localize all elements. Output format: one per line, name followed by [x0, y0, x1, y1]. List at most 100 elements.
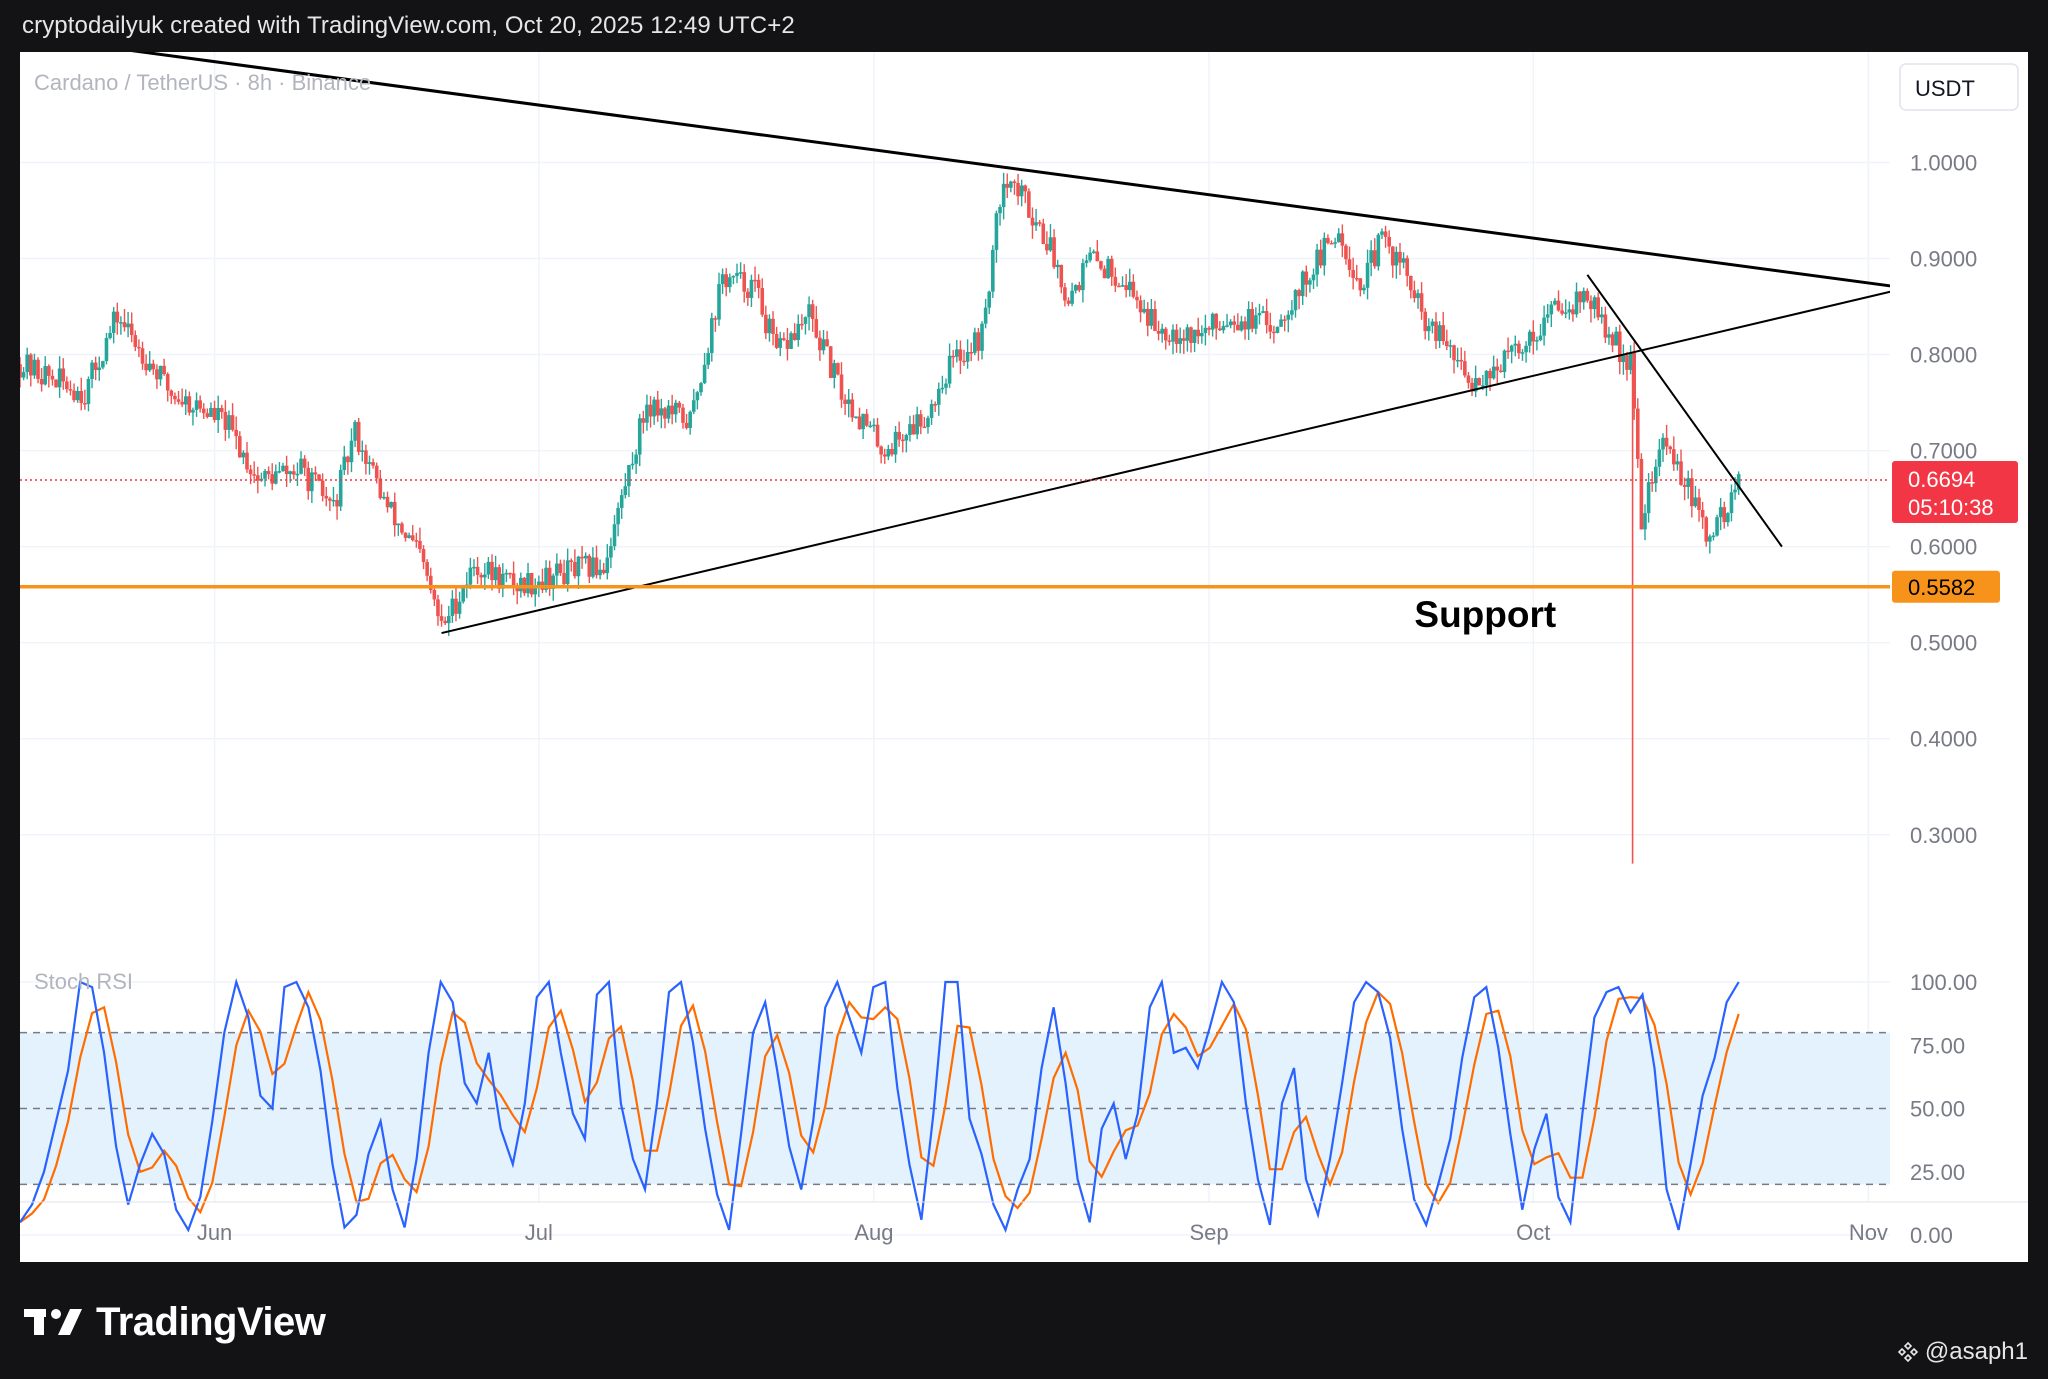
candle-body: [1736, 474, 1741, 490]
support-annotation: Support: [1414, 594, 1556, 635]
candle-body: [1466, 375, 1471, 383]
binance-icon: [1897, 1341, 1919, 1363]
candle-body: [933, 404, 937, 406]
trendline-upper: [106, 45, 1902, 289]
candle-body: [68, 389, 73, 391]
candle-body: [1365, 262, 1370, 288]
candle-body: [284, 465, 289, 475]
candle-body: [209, 407, 213, 417]
candle-body: [1700, 509, 1705, 518]
candle-body: [295, 473, 300, 476]
candle-body: [1502, 350, 1507, 372]
candle-body: [126, 323, 130, 328]
candle-body: [601, 569, 606, 574]
candle-body: [1380, 231, 1384, 235]
candle-body: [1290, 310, 1294, 315]
candle-body: [720, 274, 725, 285]
last-price-countdown: 05:10:38: [1908, 495, 1994, 520]
candle-body: [767, 318, 772, 334]
candle-body: [825, 339, 829, 347]
candle-body: [1203, 327, 1208, 334]
candle-body: [746, 291, 750, 298]
candle-body: [893, 431, 898, 455]
candle-body: [519, 577, 523, 592]
candle-body: [162, 365, 166, 375]
candle-body: [43, 366, 48, 385]
candle-body: [1045, 243, 1049, 251]
candle-body: [1506, 350, 1510, 353]
candle-body: [1318, 249, 1323, 266]
candle-body: [533, 586, 538, 595]
candle-body: [1729, 492, 1734, 514]
candle-body: [374, 465, 379, 479]
candle-body: [652, 399, 656, 417]
candle-body: [609, 546, 613, 558]
candle-body: [558, 563, 563, 573]
candle-body: [183, 396, 188, 405]
candle-body: [1239, 321, 1244, 331]
candle-body: [108, 333, 112, 339]
candle-body: [508, 572, 512, 575]
time-tick-label: Sep: [1189, 1220, 1228, 1245]
candle-body: [717, 284, 721, 320]
candle-body: [237, 436, 242, 458]
candle-body: [1246, 309, 1251, 330]
author-handle[interactable]: @asaph1: [1897, 1338, 2028, 1366]
candle-body: [1225, 325, 1229, 327]
candle-body: [86, 379, 91, 405]
candle-body: [666, 405, 671, 419]
tradingview-logo[interactable]: TradingView: [24, 1300, 326, 1344]
candle-body: [1488, 370, 1492, 379]
candle-body: [356, 421, 361, 452]
candle-body: [1538, 335, 1543, 341]
candle-body: [54, 379, 58, 388]
candle-body: [623, 486, 628, 496]
currency-label: USDT: [1915, 76, 1975, 101]
candle-body: [497, 567, 502, 589]
candle-body: [998, 207, 1002, 214]
candle-body: [338, 469, 343, 507]
candle-body: [1491, 366, 1496, 379]
chart-frame: Support USDT 1.0000 0.9000 0.8000 0.7000 0.600…: [18, 45, 2028, 1262]
candle-body: [594, 557, 599, 576]
candle-body: [1055, 264, 1060, 268]
candle-body: [1542, 317, 1546, 336]
candle-body: [1722, 507, 1727, 523]
candle-body: [1459, 359, 1464, 362]
candle-body: [695, 392, 700, 401]
candle-body: [850, 399, 855, 418]
price-tick-label: 0.8000: [1910, 343, 1977, 368]
candle-body: [1646, 482, 1651, 514]
candle-body: [122, 322, 127, 328]
candle-body: [1127, 281, 1132, 291]
candle-body: [807, 304, 811, 318]
stoch-tick-label: 100.00: [1910, 970, 1977, 995]
candle-body: [1553, 300, 1557, 305]
candle-body: [886, 448, 891, 457]
chart-caption: cryptodailyuk created with TradingView.c…: [22, 12, 795, 39]
candle-body: [645, 404, 649, 423]
candle-body: [1527, 331, 1532, 346]
candle-body: [212, 407, 217, 421]
candle-body: [263, 470, 267, 479]
candle-body: [1293, 290, 1298, 311]
candle-body: [1163, 328, 1168, 341]
candle-body: [900, 439, 905, 442]
candle-body: [317, 474, 321, 481]
candle-body: [180, 401, 184, 405]
candle-body: [879, 446, 883, 455]
candle-body: [1012, 181, 1017, 184]
candle-body: [501, 573, 505, 589]
candle-body: [1311, 274, 1316, 281]
time-tick-label: Aug: [854, 1220, 893, 1245]
candle-body: [1257, 312, 1262, 316]
candle-body: [1362, 287, 1366, 291]
candle-body: [1063, 287, 1067, 301]
candle-body: [947, 355, 952, 384]
candles: [18, 172, 1741, 637]
candle-body: [1632, 352, 1636, 409]
candle-body: [706, 353, 710, 365]
candle-body: [18, 364, 22, 378]
candle-body: [1596, 297, 1600, 318]
